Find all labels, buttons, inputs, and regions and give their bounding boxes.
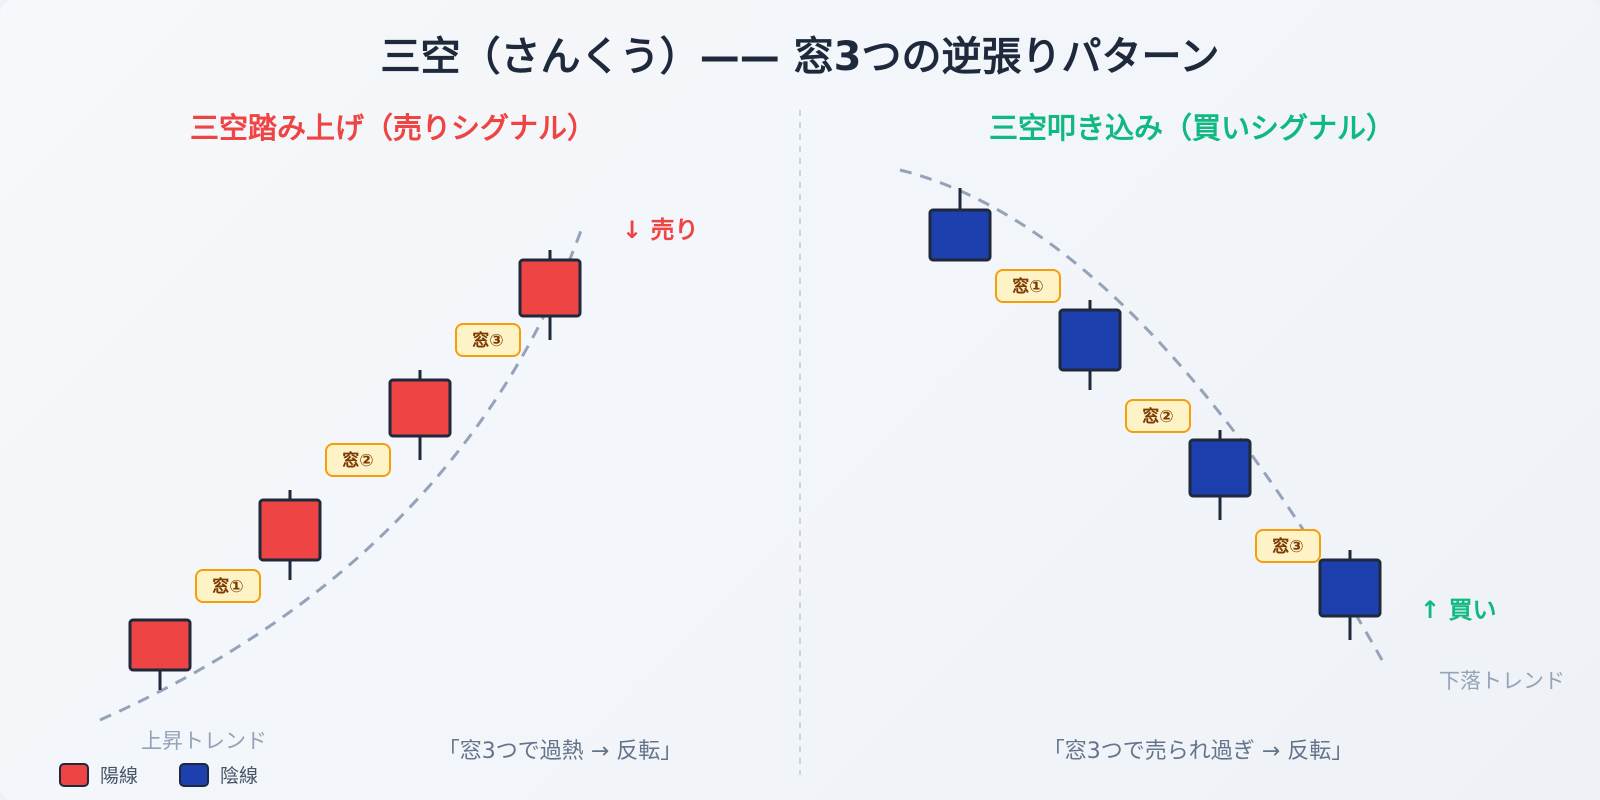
- right-heading: 三空叩き込み（買いシグナル）: [989, 111, 1395, 145]
- right-gap-3: 窓③: [1255, 529, 1321, 563]
- legend-label-bearish: 陰線: [220, 765, 258, 787]
- right-candle-2: [1058, 300, 1122, 390]
- left-gap-2-label: 窓②: [342, 450, 373, 471]
- legend-swatch-bearish: [179, 763, 209, 787]
- legend: 陽線 陰線: [59, 763, 258, 787]
- sell-signal: ↓ 売り: [622, 216, 698, 244]
- left-gap-1: 窓①: [195, 569, 261, 603]
- right-gap-2: 窓②: [1125, 399, 1191, 433]
- downtrend-label: 下落トレンド: [1439, 669, 1565, 693]
- right-gap-2-label: 窓②: [1142, 406, 1173, 427]
- right-quote: 「窓3つで売られ過ぎ → 反転」: [1043, 739, 1353, 764]
- left-candle-1: [128, 618, 192, 690]
- uptrend-line: [99, 227, 584, 722]
- uptrend-label: 上昇トレンド: [141, 729, 267, 753]
- page-title: 三空（さんくう）—— 窓3つの逆張りパターン: [381, 34, 1220, 80]
- legend-label-bullish: 陽線: [100, 765, 138, 787]
- legend-item-bearish: 陰線: [179, 763, 258, 787]
- right-gap-1: 窓①: [995, 269, 1061, 303]
- legend-item-bullish: 陽線: [59, 763, 138, 787]
- left-heading: 三空踏み上げ（売りシグナル）: [190, 111, 596, 145]
- left-gap-3-label: 窓③: [472, 330, 503, 351]
- right-candle-1: [928, 188, 992, 262]
- left-gap-3: 窓③: [455, 323, 521, 357]
- left-candle-4: [518, 250, 582, 340]
- right-candle-3: [1188, 430, 1252, 520]
- left-candle-3: [388, 370, 452, 460]
- left-quote: 「窓3つで過熱 → 反転」: [438, 739, 682, 764]
- legend-swatch-bullish: [59, 763, 89, 787]
- left-gap-2: 窓②: [325, 443, 391, 477]
- right-candle-4: [1318, 550, 1382, 640]
- left-gap-1-label: 窓①: [212, 576, 243, 597]
- right-gap-1-label: 窓①: [1012, 276, 1043, 297]
- left-candle-2: [258, 490, 322, 580]
- right-gap-3-label: 窓③: [1272, 536, 1303, 557]
- buy-signal: ↑ 買い: [1420, 596, 1496, 624]
